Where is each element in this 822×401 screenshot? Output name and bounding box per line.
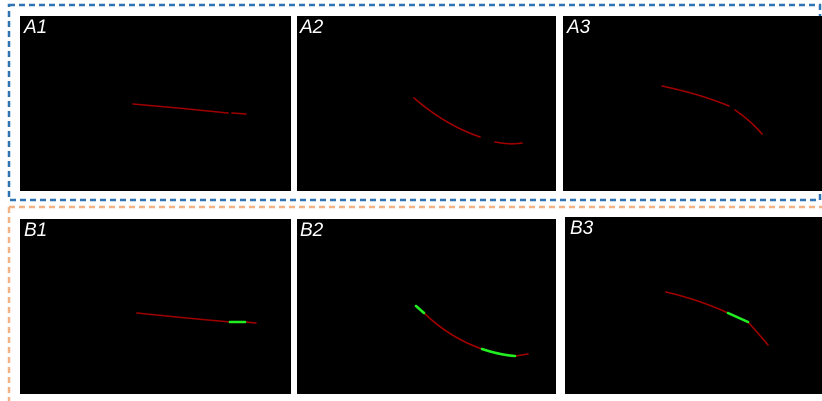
- figure: A1 A2 A3 B1 B2 B3: [0, 0, 822, 401]
- panel-a2: [297, 16, 556, 191]
- panel-label: A1: [23, 17, 47, 38]
- panel-b3: [565, 217, 822, 394]
- panel-b1: [20, 219, 291, 394]
- panel-label: A3: [566, 17, 591, 38]
- panel-label: A2: [299, 17, 324, 38]
- panel-label: B1: [24, 220, 47, 241]
- panel-label: B2: [300, 220, 324, 241]
- panel-b2: [297, 219, 556, 394]
- panel-a1: [20, 16, 291, 191]
- panel-a3: [563, 16, 822, 191]
- panel-label: B3: [570, 218, 594, 239]
